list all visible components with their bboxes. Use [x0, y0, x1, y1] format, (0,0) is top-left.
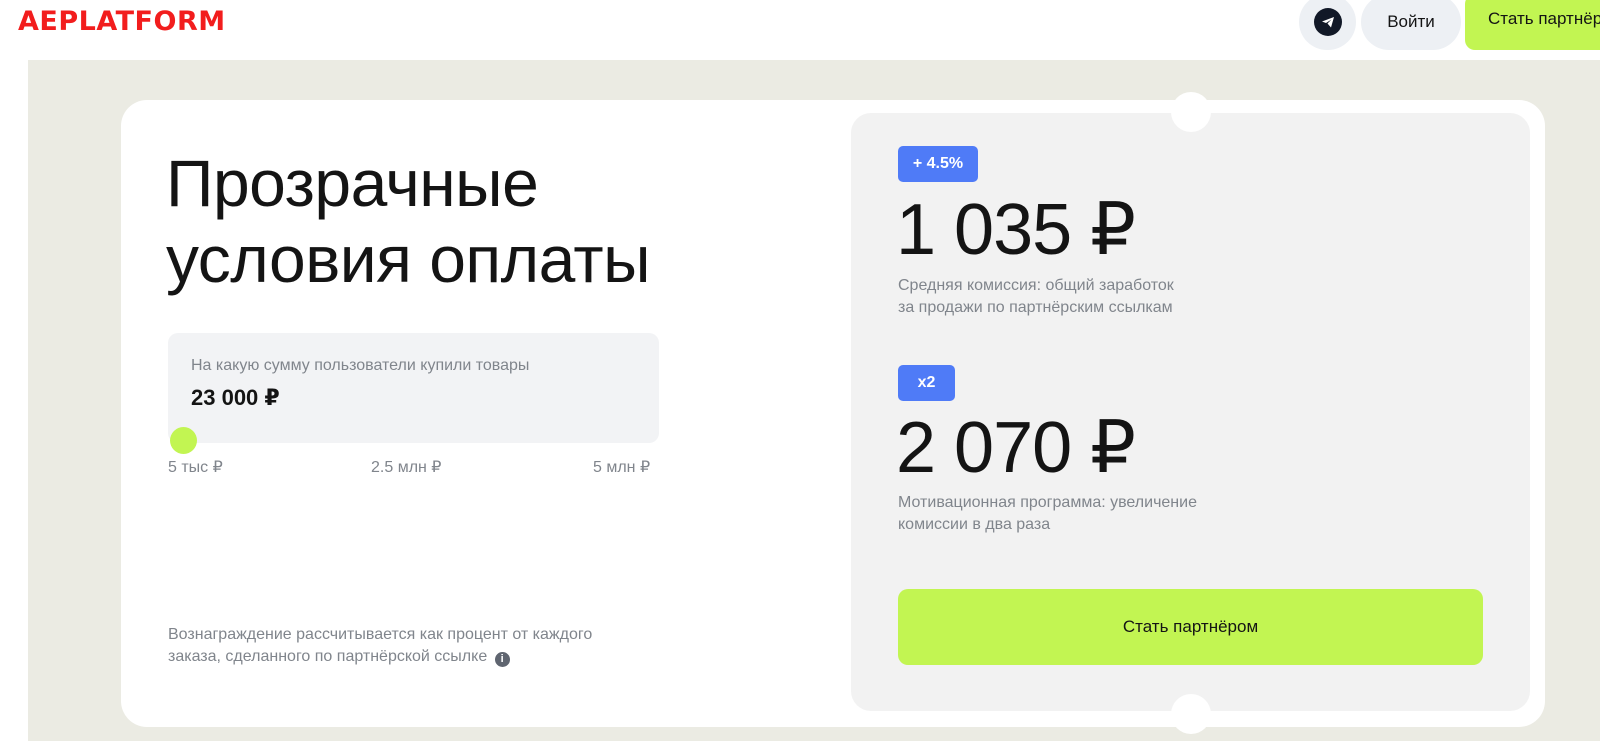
telegram-icon	[1313, 8, 1342, 36]
slider-max-label: 5 млн ₽	[593, 459, 651, 476]
sales-slider-thumb[interactable]	[169, 427, 197, 454]
commission-amount: 1 035 ₽	[896, 190, 1136, 270]
ticket-notch-bottom	[1171, 694, 1211, 734]
ticket-notch-top	[1171, 92, 1211, 132]
commission-description: Средняя комиссия: общий заработок за прод…	[898, 277, 1174, 316]
slider-min-label: 5 тыс ₽	[168, 459, 223, 476]
commission-badge: + 4.5%	[898, 146, 978, 182]
login-button[interactable]: Войти	[1361, 0, 1461, 50]
motivation-badge: x2	[898, 365, 955, 401]
become-partner-button[interactable]: Стать партнёром	[898, 589, 1483, 665]
telegram-button[interactable]	[1299, 0, 1356, 50]
calculator-label: На какую сумму пользователи купили товар…	[191, 357, 530, 374]
slider-mid-label: 2.5 млн ₽	[371, 459, 442, 476]
reward-note: Вознаграждение рассчитывается как процен…	[168, 626, 593, 667]
motivation-description: Мотивационная программа: увеличение комис…	[898, 494, 1197, 533]
info-icon[interactable]: i	[494, 652, 510, 667]
motivation-amount: 2 070 ₽	[896, 408, 1136, 488]
page-title: Прозрачные условия оплаты	[166, 146, 651, 296]
header: AEPLATFORM Войти Стать партнёром	[0, 0, 1600, 60]
sales-calculator: На какую сумму пользователи купили товар…	[168, 333, 659, 443]
become-partner-header-button[interactable]: Стать партнёром	[1465, 0, 1600, 50]
logo[interactable]: AEPLATFORM	[18, 6, 226, 37]
calculator-value: 23 000 ₽	[191, 385, 280, 410]
